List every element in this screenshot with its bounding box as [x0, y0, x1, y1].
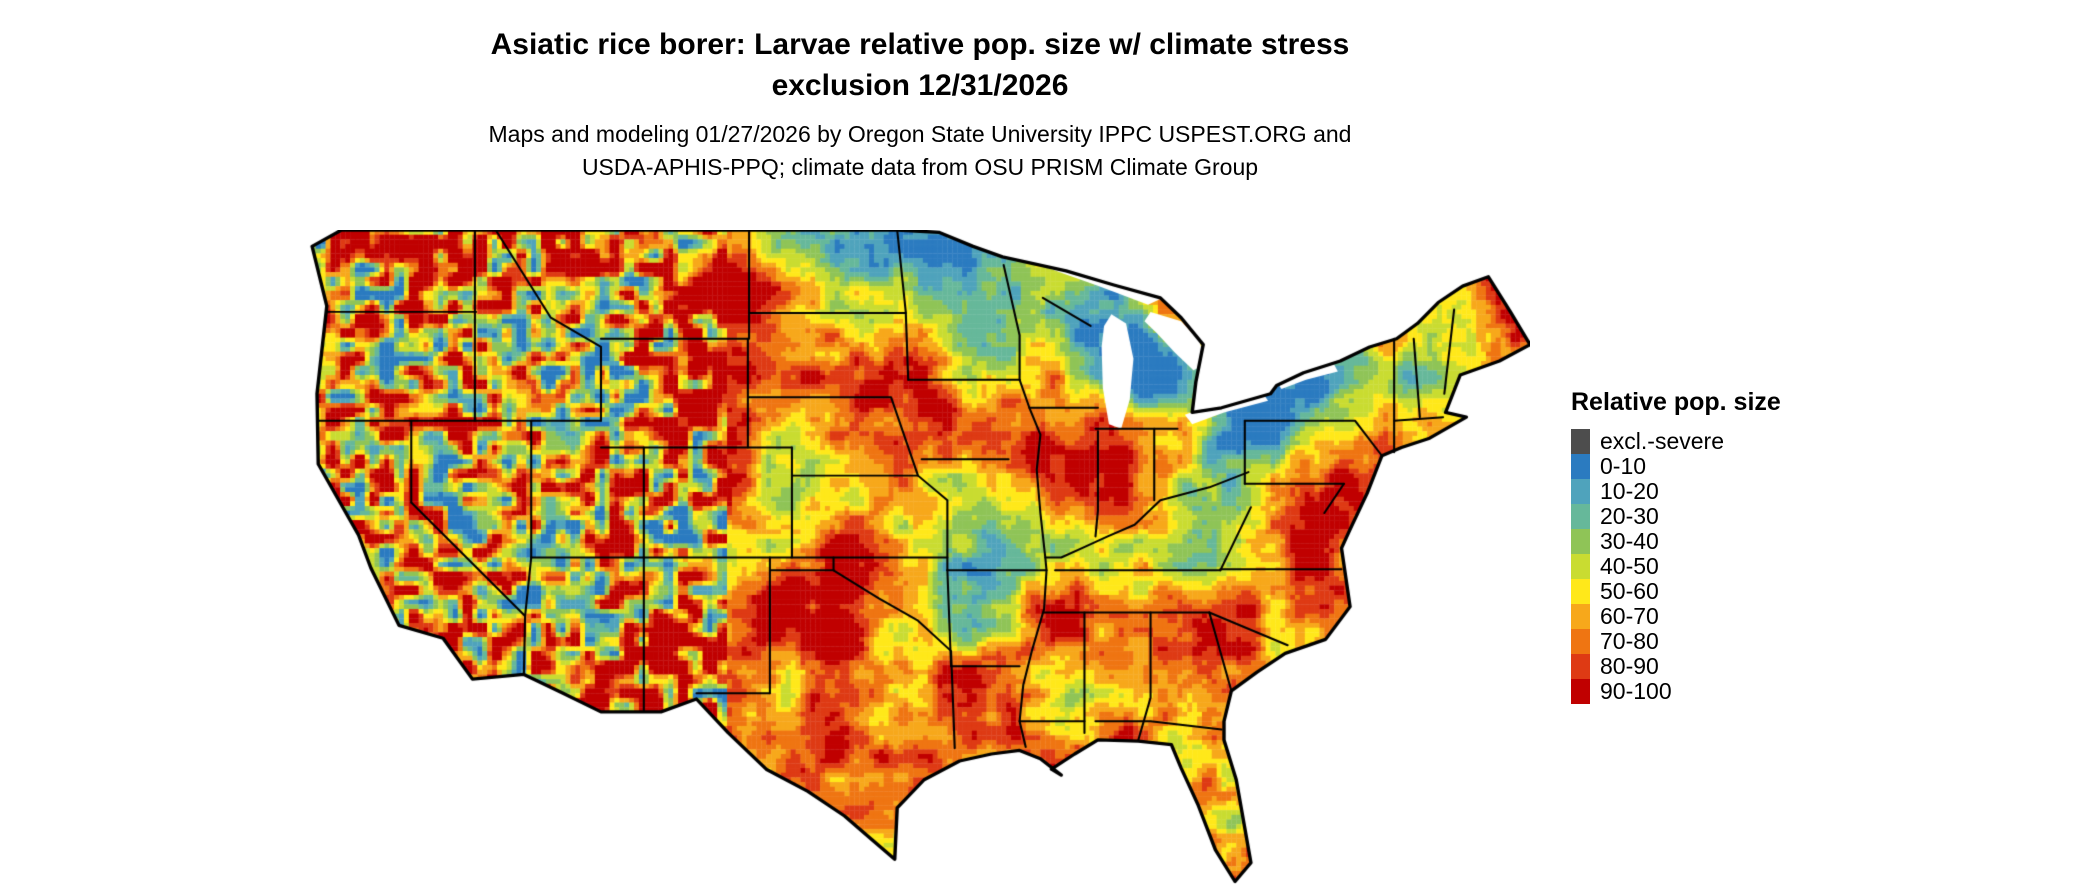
- legend: Relative pop. size excl.-severe 0-10 10-20…: [1571, 388, 1871, 704]
- map-subtitle-line1: Maps and modeling 01/27/2026 by Oregon S…: [488, 121, 1352, 147]
- legend-item: 20-30: [1571, 504, 1871, 529]
- legend-swatch: [1571, 429, 1590, 454]
- legend-item: 30-40: [1571, 529, 1871, 554]
- legend-swatch: [1571, 454, 1590, 479]
- legend-swatch: [1571, 554, 1590, 579]
- legend-swatch: [1571, 629, 1590, 654]
- legend-item: 50-60: [1571, 579, 1871, 604]
- legend-swatch: [1571, 579, 1590, 604]
- legend-item-label: 0-10: [1600, 453, 1647, 479]
- legend-item: 90-100: [1571, 679, 1871, 704]
- legend-item-label: excl.-severe: [1600, 428, 1724, 454]
- legend-item-label: 20-30: [1600, 503, 1659, 529]
- legend-swatch: [1571, 679, 1590, 704]
- legend-item: 70-80: [1571, 629, 1871, 654]
- map-subtitle-line2: USDA-APHIS-PPQ; climate data from OSU PR…: [581, 154, 1259, 180]
- map-title-line2: exclusion 12/31/2026: [771, 69, 1069, 102]
- us-map: [306, 230, 1530, 885]
- legend-item-label: 30-40: [1600, 528, 1659, 554]
- legend-item-label: 10-20: [1600, 478, 1659, 504]
- legend-item-label: 80-90: [1600, 653, 1659, 679]
- legend-item-label: 60-70: [1600, 603, 1659, 629]
- map-title-line1: Asiatic rice borer: Larvae relative pop.…: [490, 28, 1350, 61]
- legend-item: 60-70: [1571, 604, 1871, 629]
- legend-title: Relative pop. size: [1571, 388, 1781, 416]
- legend-item: excl.-severe: [1571, 429, 1871, 454]
- legend-item-label: 50-60: [1600, 578, 1659, 604]
- legend-swatch: [1571, 529, 1590, 554]
- legend-swatch: [1571, 604, 1590, 629]
- legend-swatch: [1571, 504, 1590, 529]
- us-map-canvas: [306, 230, 1530, 885]
- legend-item: 10-20: [1571, 479, 1871, 504]
- legend-item-label: 40-50: [1600, 553, 1659, 579]
- legend-item-label: 90-100: [1600, 678, 1672, 704]
- legend-item: 80-90: [1571, 654, 1871, 679]
- map-subtitle: Maps and modeling 01/27/2026 by Oregon S…: [0, 118, 1840, 184]
- legend-swatch: [1571, 479, 1590, 504]
- legend-item: 0-10: [1571, 454, 1871, 479]
- legend-item: 40-50: [1571, 554, 1871, 579]
- legend-item-label: 70-80: [1600, 628, 1659, 654]
- legend-items: excl.-severe 0-10 10-20 20-30 30-40 40-50 50-6…: [1571, 429, 1871, 704]
- legend-swatch: [1571, 654, 1590, 679]
- map-title: Asiatic rice borer: Larvae relative pop.…: [0, 24, 1840, 106]
